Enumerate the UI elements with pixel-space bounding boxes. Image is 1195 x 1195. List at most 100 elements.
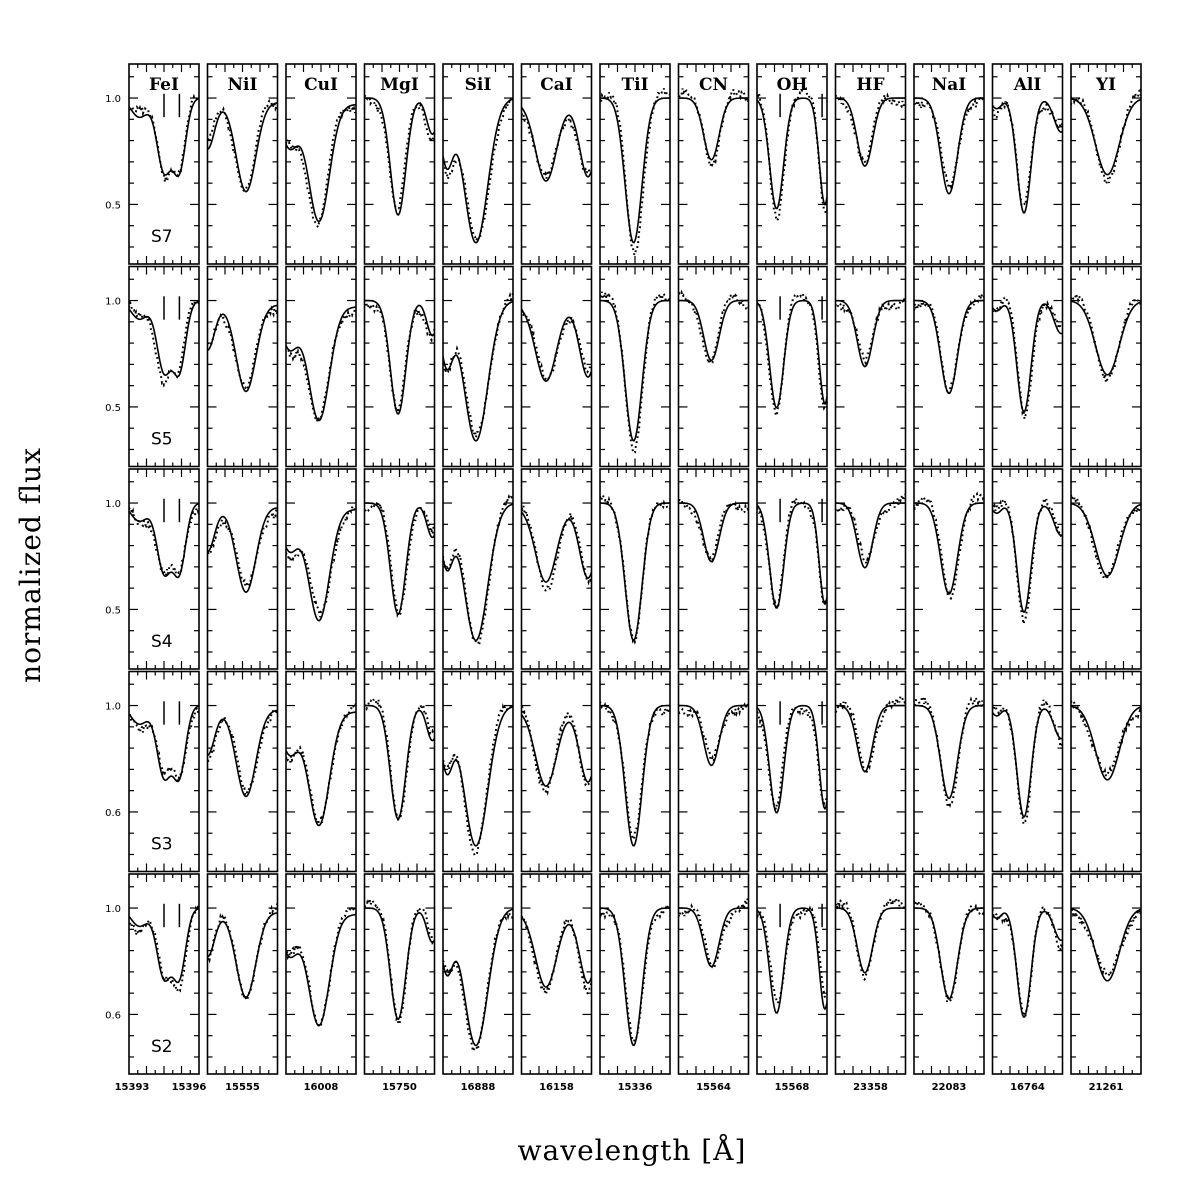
element-label: YI	[1095, 75, 1116, 95]
y-tick-label: 0.5	[105, 605, 121, 616]
model-line	[835, 907, 906, 974]
panel-YI-S7: YI	[1070, 63, 1142, 265]
observed-line	[914, 695, 984, 808]
observed-line	[992, 906, 1063, 1020]
panel-frame	[756, 468, 828, 670]
observed-line	[443, 702, 513, 857]
panel-HF-S7: HF	[834, 63, 907, 265]
panel-frame	[520, 873, 593, 1075]
panel-CuI-S5	[285, 265, 357, 468]
panel-frame	[913, 265, 985, 468]
element-label: OH	[777, 75, 808, 95]
panel-frame	[991, 873, 1064, 1075]
y-tick-label: 0.6	[105, 1010, 121, 1021]
observed-line	[286, 702, 356, 825]
model-line	[992, 303, 1063, 413]
model-line	[207, 709, 278, 798]
element-label: NaI	[932, 75, 967, 95]
x-tick-label: 15568	[775, 1082, 810, 1093]
model-line	[364, 502, 435, 615]
y-tick-label: 1.0	[105, 94, 121, 105]
x-tick-label: 21261	[1089, 1082, 1124, 1093]
model-line	[207, 506, 278, 593]
model-line	[600, 907, 670, 1047]
model-line	[914, 704, 984, 800]
panel-NiI-S5	[206, 265, 279, 468]
x-tick-label: 15396	[172, 1082, 207, 1093]
y-tick-label: 0.5	[105, 403, 121, 414]
observed-line	[757, 291, 827, 419]
model-line	[286, 711, 356, 827]
panel-OH-S3	[756, 670, 828, 873]
model-line	[443, 98, 513, 244]
panel-SiI-S2: 16888	[442, 873, 514, 1093]
panel-frame	[442, 670, 514, 873]
x-tick-label: 16158	[539, 1082, 574, 1093]
observed-line	[914, 96, 984, 193]
observed-line	[678, 289, 749, 365]
element-label: NiI	[228, 75, 258, 95]
x-tick-label: 16888	[461, 1082, 496, 1093]
panel-CN-S7: CN	[677, 63, 750, 265]
model-line	[992, 910, 1063, 1018]
panel-AlI-S4	[991, 468, 1064, 670]
y-tick-label: 0.5	[105, 200, 121, 211]
observed-line	[443, 291, 513, 438]
panel-MgI-S4	[363, 468, 436, 670]
model-line	[678, 502, 749, 563]
panel-AlI-S2: 16764	[991, 873, 1064, 1093]
panel-FeI-S2: S2 0.6 1.0 15393 15396	[105, 873, 207, 1093]
panel-frame	[1070, 468, 1142, 670]
panel-OH-S5	[756, 265, 828, 468]
model-line	[992, 100, 1063, 214]
panel-SiI-S4	[442, 468, 514, 670]
observed-line	[835, 297, 906, 366]
model-line	[835, 502, 906, 569]
panel-frame	[285, 265, 357, 468]
panel-frame	[834, 265, 907, 468]
observed-line	[207, 305, 278, 392]
model-line	[757, 704, 827, 814]
model-line	[757, 97, 827, 210]
panel-CN-S3	[677, 670, 750, 873]
panel-frame	[363, 265, 436, 468]
panel-HF-S2: 23358	[834, 873, 907, 1093]
model-line	[364, 704, 435, 820]
panel-YI-S3	[1070, 670, 1142, 873]
panel-frame	[520, 670, 593, 873]
observed-line	[914, 290, 984, 398]
panel-frame	[206, 468, 279, 670]
element-label: HF	[856, 75, 884, 95]
panel-frame	[913, 873, 985, 1075]
model-line	[364, 299, 435, 415]
panel-CN-S5	[677, 265, 750, 468]
element-label: AlI	[1013, 75, 1042, 95]
element-label: CuI	[304, 75, 338, 95]
observed-line	[521, 308, 592, 381]
observed-line	[286, 504, 356, 618]
panel-TiI-S3	[599, 670, 671, 873]
panel-OH-S7: OH	[756, 63, 828, 265]
panel-frame	[363, 468, 436, 670]
panel-CuI-S2: 16008	[285, 873, 357, 1093]
element-label: TiI	[621, 75, 648, 95]
panel-frame	[520, 265, 593, 468]
observed-line	[443, 493, 513, 646]
x-axis-title: wavelength [Å]	[518, 1134, 747, 1167]
model-line	[443, 908, 513, 1047]
panel-NaI-S4	[913, 468, 985, 670]
panel-frame	[285, 468, 357, 670]
panel-frame	[756, 873, 828, 1075]
observed-line	[129, 299, 199, 388]
observed-line	[992, 495, 1063, 625]
model-line	[286, 103, 356, 223]
model-line	[914, 97, 984, 195]
model-line	[600, 299, 670, 442]
panel-NiI-S7: NiI	[206, 63, 279, 265]
model-line	[992, 505, 1063, 613]
panel-frame	[991, 265, 1064, 468]
y-tick-label: 1.0	[105, 904, 121, 915]
panel-MgI-S5	[363, 265, 436, 468]
model-line	[364, 97, 435, 216]
panel-grid: FeI S7 0.5 1.0 NiI CuI MgI SiI CaI TiI CN OH HF NaI Al…	[105, 63, 1142, 1093]
